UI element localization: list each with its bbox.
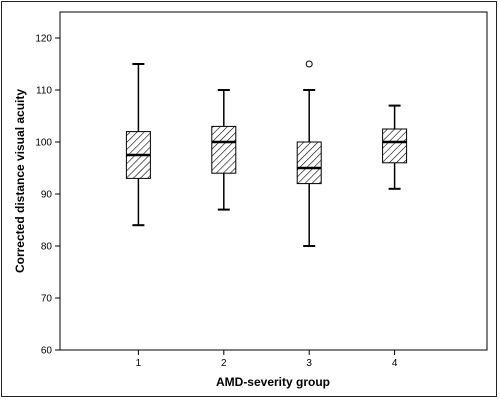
box-iqr: [382, 128, 408, 164]
y-tick-label: 60: [41, 346, 53, 357]
y-tick-label: 80: [41, 242, 53, 253]
y-axis-label: Corrected distance visual acuity: [13, 89, 27, 273]
x-tick-label: 2: [221, 358, 227, 369]
y-axis: 60 70 80 90 100 110 120: [35, 34, 60, 357]
box-iqr: [211, 125, 237, 174]
x-axis: 1 2 3 4: [136, 350, 398, 369]
x-axis-label: AMD-severity group: [216, 375, 330, 389]
boxes-group: [125, 60, 408, 247]
box-group-2: [211, 89, 237, 211]
y-tick-label: 70: [41, 294, 53, 305]
box-group-1: [125, 63, 151, 227]
plot-area: [59, 11, 488, 351]
y-tick-label: 90: [41, 190, 53, 201]
x-tick-label: 3: [306, 358, 312, 369]
box-group-3: [296, 60, 322, 247]
box-iqr: [296, 141, 322, 185]
y-tick-label: 110: [36, 86, 52, 97]
outlier-point: [305, 60, 313, 68]
x-tick-label: 4: [392, 358, 398, 369]
y-tick-label: 120: [35, 34, 52, 45]
x-tick-label: 1: [136, 358, 142, 369]
y-tick-label: 100: [35, 138, 52, 149]
box-group-4: [382, 104, 408, 190]
